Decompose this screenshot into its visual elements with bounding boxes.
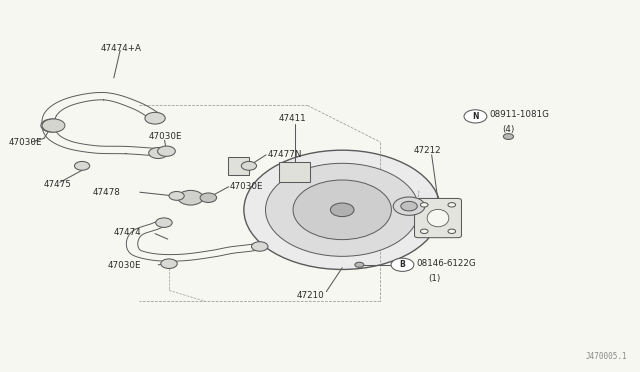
Circle shape — [178, 190, 204, 205]
Text: (4): (4) — [502, 125, 515, 134]
Text: 47411: 47411 — [279, 114, 307, 123]
Circle shape — [448, 203, 456, 207]
Ellipse shape — [293, 180, 392, 240]
Circle shape — [161, 259, 177, 269]
Text: B: B — [399, 260, 405, 269]
Circle shape — [393, 197, 425, 215]
Circle shape — [355, 262, 364, 267]
Text: 47474: 47474 — [114, 228, 141, 237]
Circle shape — [145, 112, 165, 124]
Circle shape — [74, 161, 90, 170]
Circle shape — [503, 134, 513, 140]
Text: N: N — [472, 112, 479, 121]
Text: (1): (1) — [428, 274, 440, 283]
Circle shape — [252, 242, 268, 251]
Circle shape — [330, 203, 354, 217]
Circle shape — [420, 203, 428, 207]
Text: 47030E: 47030E — [9, 138, 43, 147]
Text: 47475: 47475 — [44, 180, 72, 189]
Ellipse shape — [427, 209, 449, 227]
Bar — [228, 157, 249, 175]
Text: 47030E: 47030E — [148, 132, 182, 141]
Circle shape — [448, 229, 456, 234]
Circle shape — [464, 110, 487, 123]
Circle shape — [156, 218, 172, 227]
Circle shape — [148, 148, 168, 158]
Circle shape — [41, 119, 64, 132]
Text: 08146-6122G: 08146-6122G — [417, 259, 476, 268]
Text: 47477N: 47477N — [268, 150, 301, 159]
Text: 47030E: 47030E — [230, 182, 264, 191]
Text: 47030E: 47030E — [108, 261, 141, 270]
Circle shape — [200, 193, 216, 202]
FancyBboxPatch shape — [415, 198, 461, 238]
Circle shape — [391, 258, 414, 272]
Ellipse shape — [244, 150, 440, 269]
Bar — [279, 162, 310, 182]
Circle shape — [46, 122, 59, 129]
Circle shape — [42, 119, 65, 132]
Text: J470005.1: J470005.1 — [586, 352, 628, 361]
Circle shape — [157, 146, 175, 156]
Text: 08911-1081G: 08911-1081G — [490, 110, 549, 119]
Ellipse shape — [266, 163, 419, 256]
Circle shape — [401, 201, 417, 211]
Text: 47210: 47210 — [296, 291, 324, 300]
Circle shape — [241, 161, 257, 170]
Text: 47212: 47212 — [413, 145, 441, 155]
Text: 47478: 47478 — [92, 188, 120, 197]
Circle shape — [420, 229, 428, 234]
Circle shape — [169, 192, 184, 200]
Text: 47474+A: 47474+A — [101, 44, 142, 53]
